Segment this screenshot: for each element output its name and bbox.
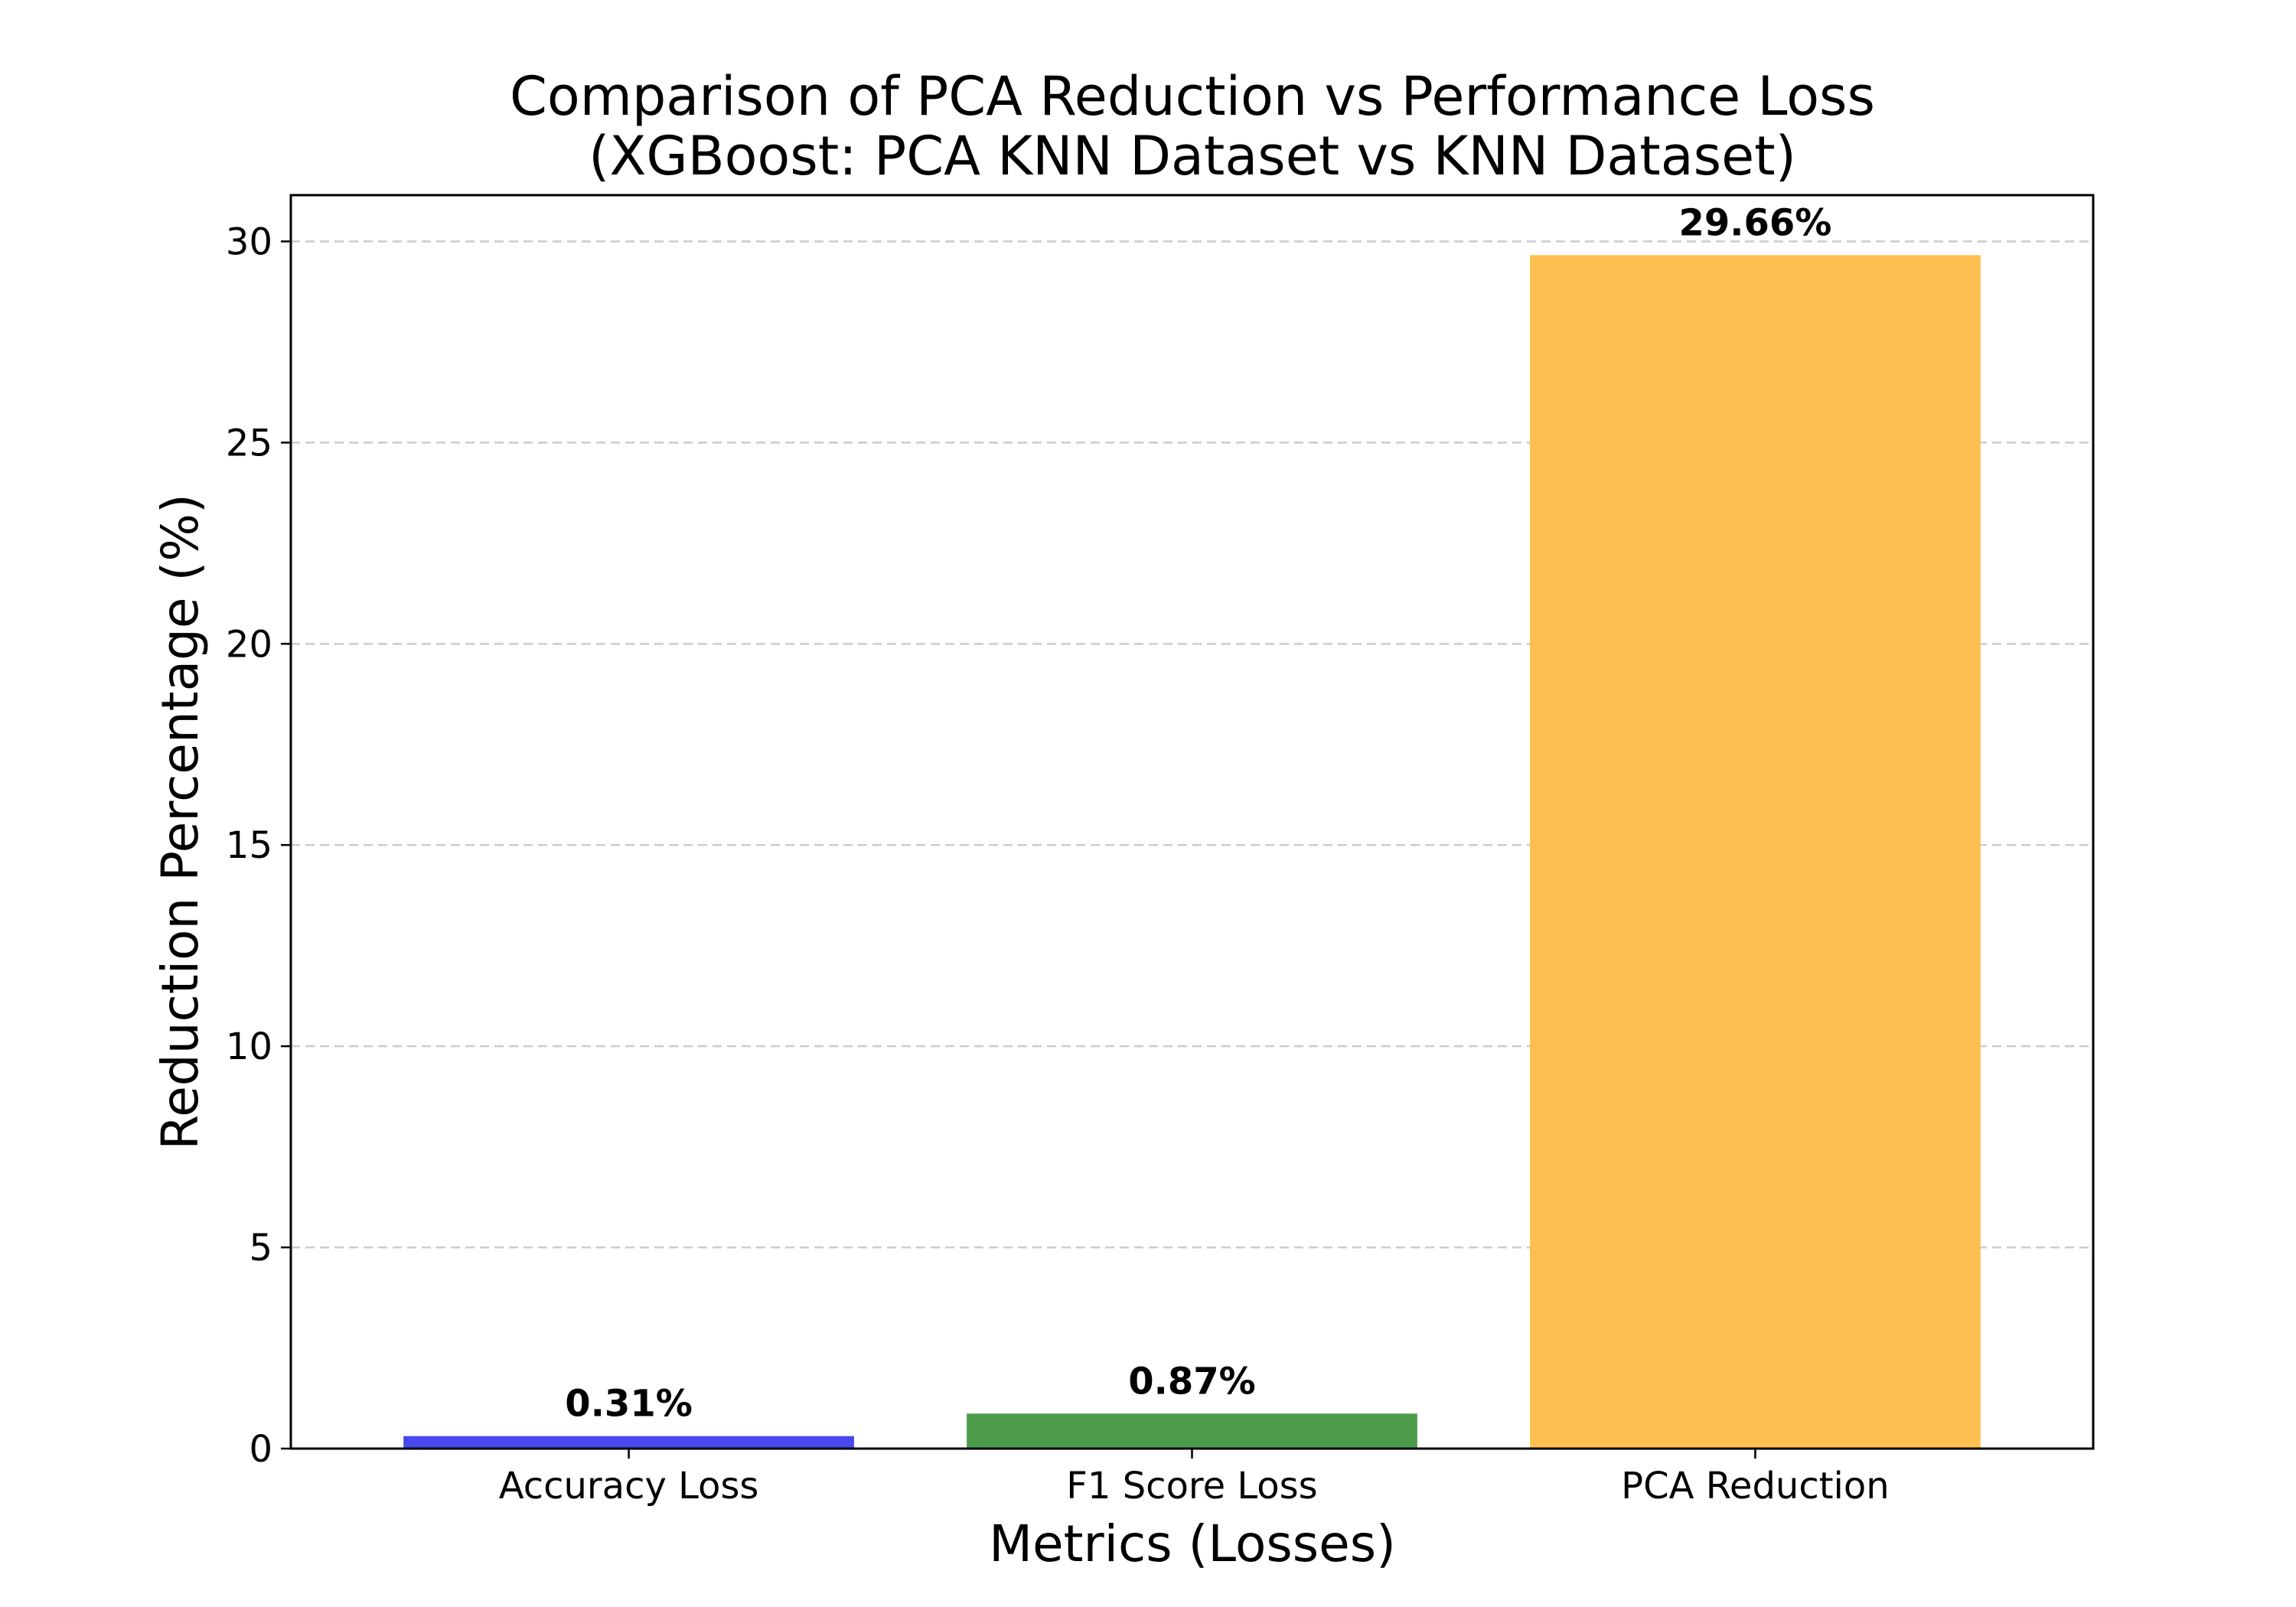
chart-title: Comparison of PCA Reduction vs Performan…	[510, 65, 1875, 187]
y-tick-label: 15	[226, 824, 272, 867]
bar-accuracy-loss	[403, 1436, 854, 1449]
y-tick-label: 30	[226, 220, 272, 263]
x-axis-label: Metrics (Losses)	[989, 1514, 1396, 1573]
x-tick-label: Accuracy Loss	[499, 1465, 759, 1508]
bar-value-labels: 0.31% 0.87% 29.66%	[565, 201, 1831, 1425]
bar-value-label: 0.31%	[565, 1383, 693, 1426]
chart-title-line-2: (XGBoost: PCA KNN Dataset vs KNN Dataset…	[589, 125, 1796, 187]
y-tick-label: 0	[249, 1428, 272, 1471]
bar-f1-score-loss	[967, 1413, 1417, 1449]
y-tick-label: 25	[226, 422, 272, 464]
y-tick-label: 20	[226, 623, 272, 666]
bar-value-label: 29.66%	[1678, 201, 1831, 244]
x-axis-ticks: Accuracy Loss F1 Score Loss PCA Reduction	[499, 1449, 1890, 1508]
y-axis-ticks: 0 5 10 15 20 25 30	[226, 220, 291, 1471]
y-axis-label: Reduction Percentage (%)	[151, 494, 210, 1149]
y-tick-label: 10	[226, 1025, 272, 1068]
bars	[403, 255, 1981, 1449]
x-tick-label: F1 Score Loss	[1066, 1465, 1317, 1508]
bar-value-label: 0.87%	[1128, 1360, 1256, 1403]
x-tick-label: PCA Reduction	[1621, 1465, 1890, 1508]
y-tick-label: 5	[249, 1227, 272, 1270]
chart-title-line-1: Comparison of PCA Reduction vs Performan…	[510, 65, 1875, 128]
bar-pca-reduction	[1530, 255, 1981, 1449]
